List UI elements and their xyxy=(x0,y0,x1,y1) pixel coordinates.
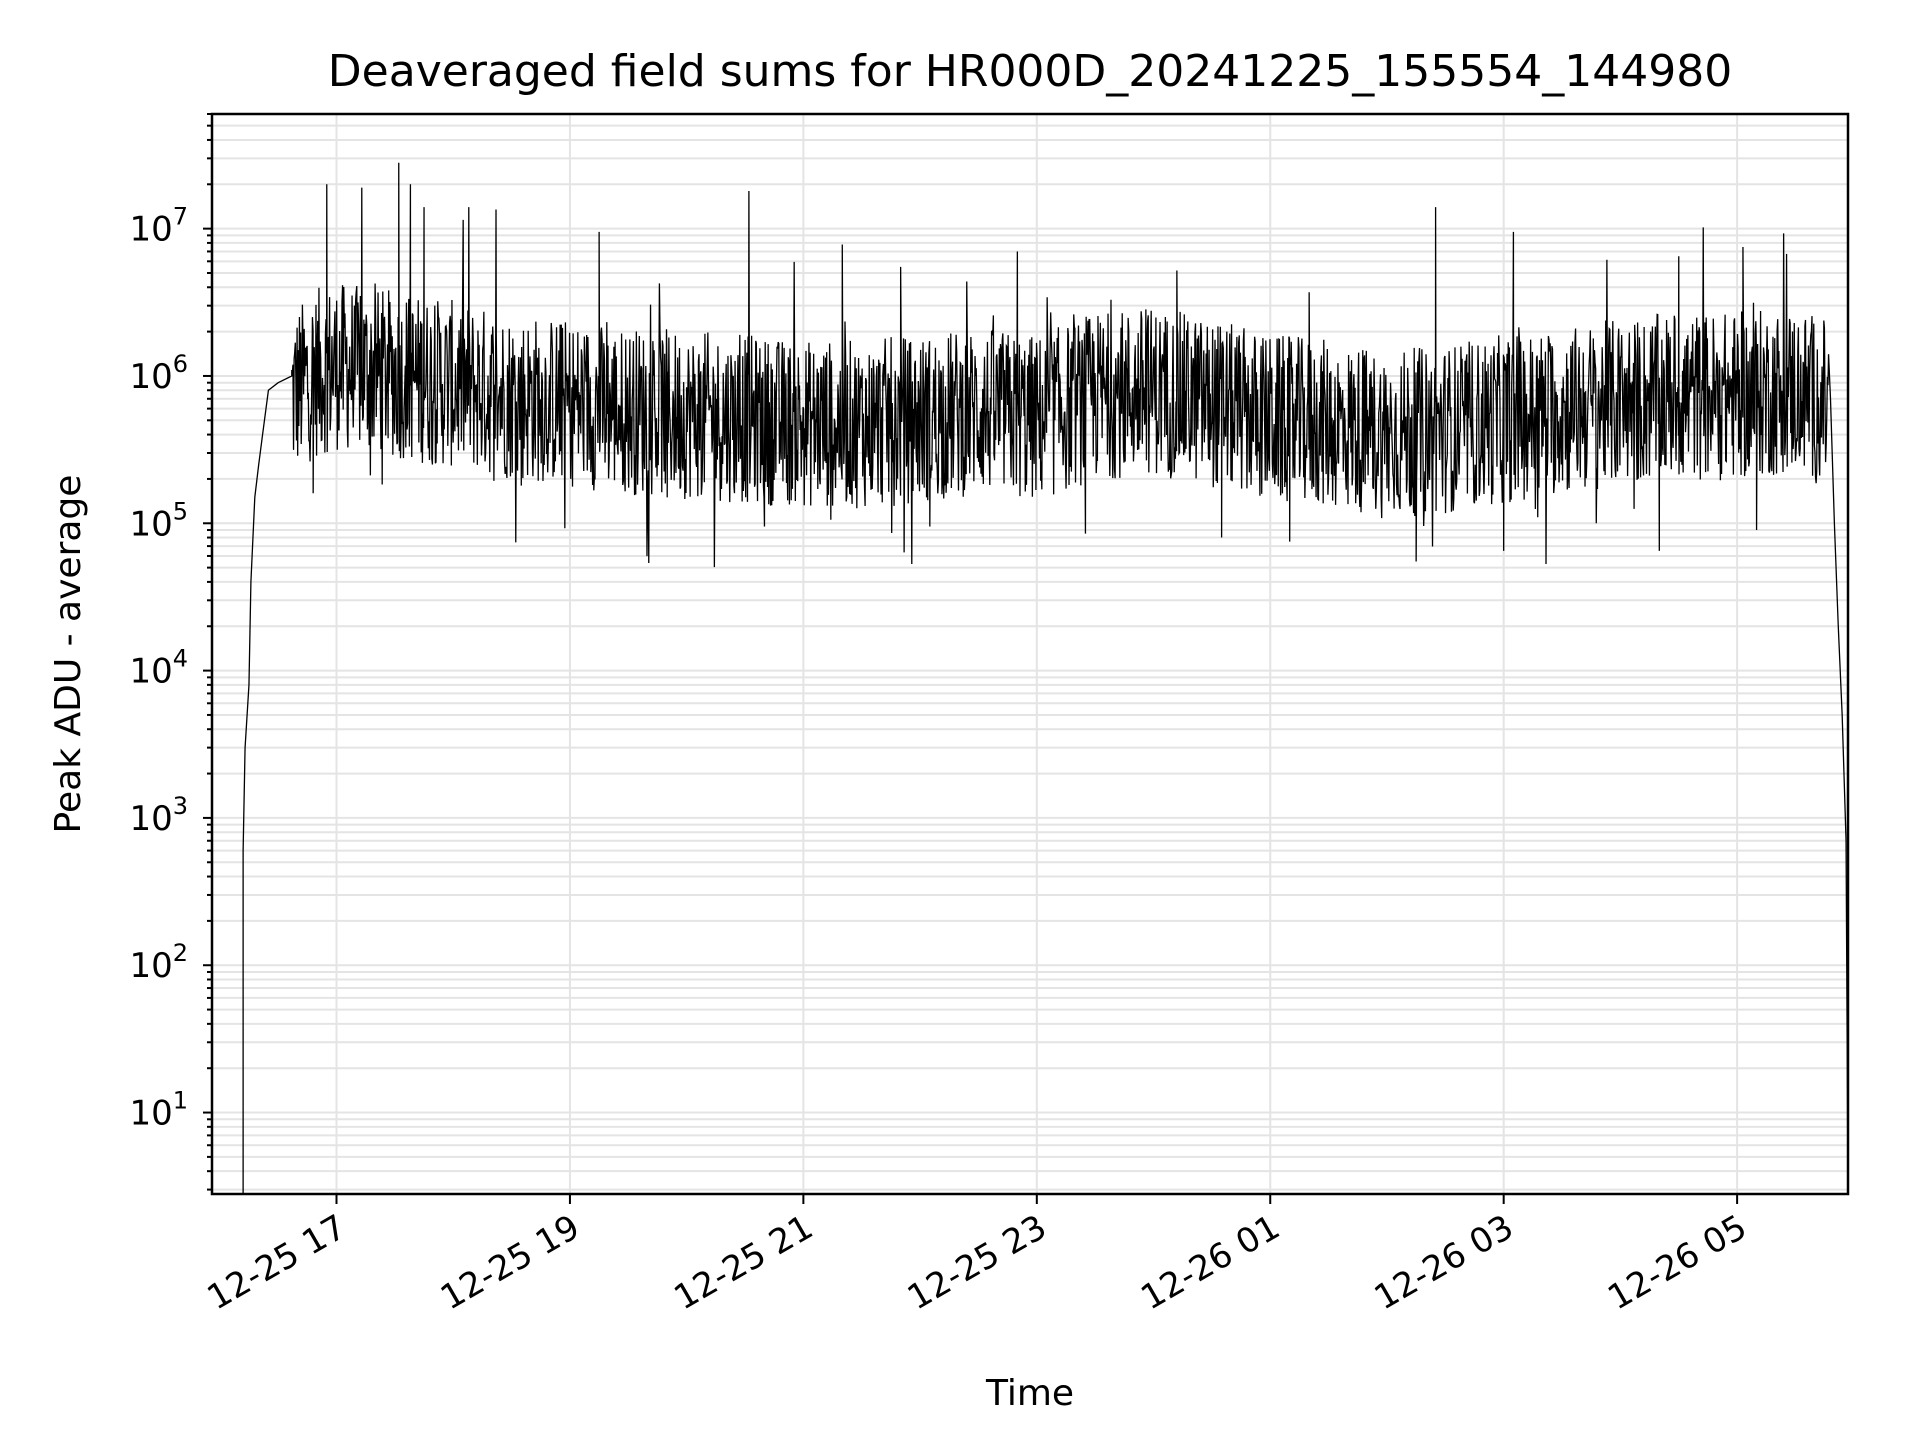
y-tick-label-exponent: 5 xyxy=(173,497,188,525)
y-tick-label-base: 10 xyxy=(129,652,172,692)
y-tick-label-exponent: 7 xyxy=(173,203,188,231)
y-tick-label: 106 xyxy=(129,350,188,397)
y-tick-label: 107 xyxy=(129,203,188,250)
y-tick-label: 105 xyxy=(129,497,188,544)
y-tick-label-base: 10 xyxy=(129,504,172,544)
y-tick-label-exponent: 3 xyxy=(173,792,188,820)
y-tick-label: 104 xyxy=(129,645,188,692)
chart-title: Deaveraged field sums for HR000D_2024122… xyxy=(328,46,1732,97)
y-tick-label-exponent: 1 xyxy=(173,1087,188,1115)
y-tick-label-base: 10 xyxy=(129,1094,172,1134)
y-tick-label: 102 xyxy=(129,939,188,986)
y-axis-label: Peak ADU - average xyxy=(48,475,89,834)
y-tick-label-exponent: 6 xyxy=(173,350,188,378)
y-tick-label-base: 10 xyxy=(129,357,172,397)
y-tick-label-exponent: 4 xyxy=(173,645,188,673)
x-axis-label: Time xyxy=(985,1373,1074,1414)
y-tick-label: 101 xyxy=(129,1087,188,1134)
grid xyxy=(212,113,1848,1194)
y-tick-label-base: 10 xyxy=(129,210,172,250)
series-line xyxy=(242,162,1848,1194)
y-tick-label-base: 10 xyxy=(129,946,172,986)
y-tick-label-base: 10 xyxy=(129,799,172,839)
plot-area xyxy=(242,162,1848,1194)
y-tick-label: 103 xyxy=(129,792,188,839)
y-tick-label-exponent: 2 xyxy=(173,939,188,967)
axes-frame xyxy=(210,112,1850,1196)
